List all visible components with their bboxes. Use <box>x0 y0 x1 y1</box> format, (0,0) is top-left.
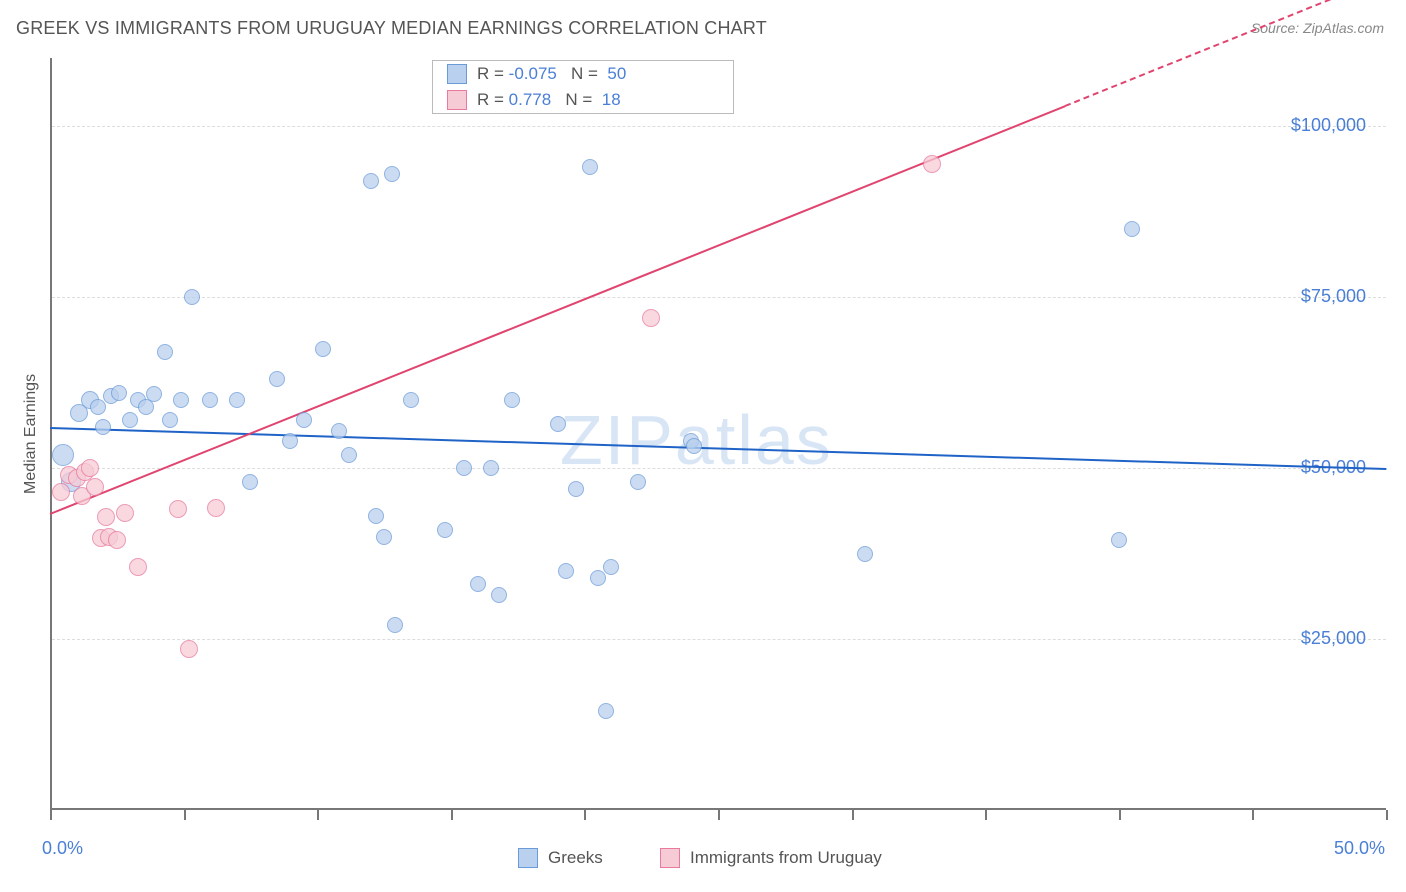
x-tick <box>50 810 52 820</box>
greeks-point <box>504 392 520 408</box>
grid-line <box>52 126 1386 127</box>
greeks-point <box>568 481 584 497</box>
greeks-point <box>296 412 312 428</box>
greeks-point <box>558 563 574 579</box>
greeks-point <box>376 529 392 545</box>
x-tick <box>584 810 586 820</box>
legend-swatch <box>660 848 680 868</box>
greeks-point <box>470 576 486 592</box>
greeks-point <box>403 392 419 408</box>
greeks-point <box>269 371 285 387</box>
immigrants-from-uruguay-point <box>86 478 104 496</box>
immigrants-from-uruguay-point <box>923 155 941 173</box>
greeks-point <box>315 341 331 357</box>
chart-title: GREEK VS IMMIGRANTS FROM URUGUAY MEDIAN … <box>16 18 767 39</box>
series-legend-item: Immigrants from Uruguay <box>660 848 882 868</box>
y-tick-label: $25,000 <box>1301 628 1366 649</box>
correlation-legend: R = -0.075 N = 50 R = 0.778 N = 18 <box>432 60 734 114</box>
y-tick-label: $75,000 <box>1301 286 1366 307</box>
greeks-point <box>630 474 646 490</box>
grid-line <box>52 297 1386 298</box>
immigrants-from-uruguay-point <box>180 640 198 658</box>
immigrants-from-uruguay-point <box>116 504 134 522</box>
legend-row: R = -0.075 N = 50 <box>433 61 733 87</box>
greeks-point <box>282 433 298 449</box>
greeks-point <box>1111 532 1127 548</box>
greeks-point <box>111 385 127 401</box>
greeks-point <box>582 159 598 175</box>
x-tick <box>451 810 453 820</box>
immigrants-from-uruguay-point <box>642 309 660 327</box>
legend-swatch <box>518 848 538 868</box>
legend-row: R = 0.778 N = 18 <box>433 87 733 113</box>
series-legend-item: Greeks <box>518 848 603 868</box>
greeks-point <box>146 386 162 402</box>
greeks-point <box>603 559 619 575</box>
x-tick <box>985 810 987 820</box>
x-tick-label: 0.0% <box>42 838 83 859</box>
greeks-point <box>173 392 189 408</box>
legend-label: Immigrants from Uruguay <box>690 848 882 868</box>
x-tick <box>317 810 319 820</box>
grid-line <box>52 468 1386 469</box>
greeks-point <box>331 423 347 439</box>
immigrants-from-uruguay-point <box>81 459 99 477</box>
greeks-point <box>202 392 218 408</box>
x-tick <box>718 810 720 820</box>
greeks-point <box>686 438 702 454</box>
grid-line <box>52 639 1386 640</box>
legend-stats: R = -0.075 N = 50 <box>477 64 626 84</box>
immigrants-from-uruguay-point <box>52 483 70 501</box>
greeks-point <box>550 416 566 432</box>
immigrants-from-uruguay-point <box>207 499 225 517</box>
greeks-point <box>590 570 606 586</box>
greeks-point <box>368 508 384 524</box>
greeks-point <box>598 703 614 719</box>
greeks-point <box>184 289 200 305</box>
greeks-point <box>229 392 245 408</box>
greeks-point <box>363 173 379 189</box>
greeks-point <box>157 344 173 360</box>
legend-label: Greeks <box>548 848 603 868</box>
greeks-point <box>162 412 178 428</box>
immigrants-from-uruguay-point <box>129 558 147 576</box>
legend-swatch <box>447 90 467 110</box>
greeks-point <box>437 522 453 538</box>
x-tick <box>1252 810 1254 820</box>
x-tick <box>852 810 854 820</box>
greeks-point <box>857 546 873 562</box>
greeks-point <box>52 444 74 466</box>
x-tick <box>184 810 186 820</box>
y-axis-label: Median Earnings <box>22 374 40 494</box>
greeks-point <box>387 617 403 633</box>
greeks-point <box>242 474 258 490</box>
x-tick-label: 50.0% <box>1334 838 1385 859</box>
greeks-point <box>1124 221 1140 237</box>
greeks-point <box>95 419 111 435</box>
legend-swatch <box>447 64 467 84</box>
y-tick-label: $100,000 <box>1291 115 1366 136</box>
x-tick <box>1119 810 1121 820</box>
immigrants-from-uruguay-point <box>108 531 126 549</box>
greeks-point <box>341 447 357 463</box>
immigrants-from-uruguay-point <box>169 500 187 518</box>
greeks-point <box>384 166 400 182</box>
greeks-point <box>122 412 138 428</box>
greeks-point <box>483 460 499 476</box>
immigrants-from-uruguay-point <box>97 508 115 526</box>
x-tick <box>1386 810 1388 820</box>
greeks-point <box>491 587 507 603</box>
greeks-point <box>90 399 106 415</box>
legend-stats: R = 0.778 N = 18 <box>477 90 621 110</box>
greeks-point <box>456 460 472 476</box>
